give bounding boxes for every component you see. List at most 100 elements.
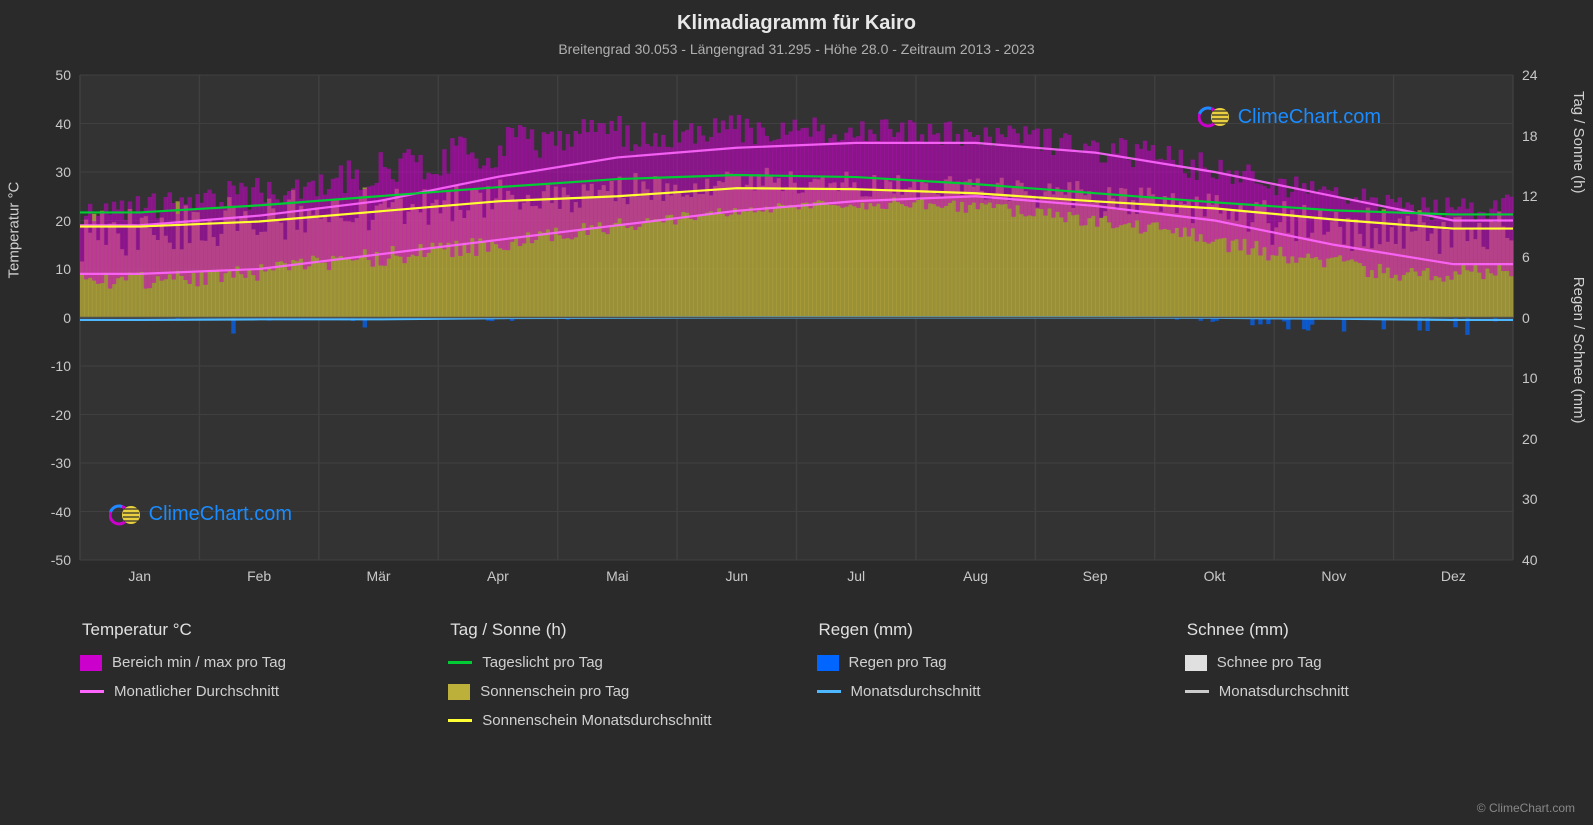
temp-range-bar (375, 183, 379, 252)
temp-range-bar (717, 133, 721, 208)
temp-range-bar (669, 147, 673, 215)
temp-range-bar (709, 137, 713, 211)
sunshine-bar (928, 193, 932, 318)
temp-range-bar (689, 123, 693, 219)
temp-range-bar (864, 141, 868, 210)
y-tick-right-hours: 18 (1522, 128, 1538, 144)
legend-item: Monatsdurchschnitt (817, 683, 1145, 700)
temp-range-bar (1015, 133, 1019, 205)
temp-range-bar (398, 159, 402, 257)
y-tick-left: -50 (51, 552, 71, 568)
temp-range-bar (733, 129, 737, 208)
temp-range-bar (92, 221, 96, 281)
temp-range-bar (1171, 160, 1175, 233)
legend-line-swatch (448, 661, 472, 664)
temp-range-bar (797, 131, 801, 210)
temp-range-bar (749, 128, 753, 208)
temp-range-bar (1238, 182, 1242, 250)
temp-range-bar (629, 151, 633, 226)
temp-range-bar (343, 193, 347, 258)
temp-range-bar (582, 119, 586, 223)
temp-range-bar (1127, 160, 1131, 223)
temp-range-bar (116, 210, 120, 279)
y-tick-left: 50 (55, 67, 71, 83)
y-tick-right-mm: 40 (1522, 552, 1538, 568)
temp-range-bar (1039, 151, 1043, 209)
sunshine-bar (1099, 218, 1103, 318)
y-tick-right-mm: 30 (1522, 491, 1538, 507)
temp-range-bar (1378, 211, 1382, 264)
temp-range-bar (450, 138, 454, 257)
temp-range-bar (1505, 195, 1509, 271)
watermark: ClimeChart.com (109, 502, 292, 528)
temp-range-bar (793, 120, 797, 207)
legend-col-rain: Regen (mm) Regen pro TagMonatsdurchschni… (817, 620, 1145, 729)
temp-range-bar (590, 120, 594, 225)
temp-range-bar (1083, 144, 1087, 226)
temp-range-bar (442, 149, 446, 249)
temp-range-bar (1262, 186, 1266, 247)
chart-area: ClimeChart.comClimeChart.com -50-40-30-2… (80, 65, 1513, 590)
legend-item: Monatlicher Durchschnitt (80, 683, 408, 700)
watermark: ClimeChart.com (1198, 104, 1381, 130)
temp-range-bar (235, 194, 239, 266)
temp-range-bar (271, 194, 275, 270)
temp-range-bar (1087, 146, 1091, 218)
temp-range-bar (335, 178, 339, 258)
temp-range-bar (251, 187, 255, 275)
temp-range-bar (1135, 144, 1139, 220)
legend-item: Schnee pro Tag (1185, 654, 1513, 671)
temp-range-bar (446, 174, 450, 243)
temp-range-bar (1167, 146, 1171, 230)
temp-range-bar (1179, 150, 1183, 237)
sunshine-bar (848, 187, 852, 317)
temp-range-bar (1298, 190, 1302, 257)
temp-range-bar (546, 134, 550, 229)
temp-range-bar (1433, 200, 1437, 276)
x-tick-month: Mai (606, 568, 629, 584)
temp-range-bar (789, 131, 793, 205)
temp-range-bar (494, 167, 498, 244)
temp-range-bar (729, 115, 733, 214)
temp-range-bar (259, 193, 263, 265)
temp-range-bar (697, 126, 701, 215)
sunshine-bar (904, 189, 908, 318)
temp-range-bar (832, 134, 836, 204)
temp-range-bar (932, 135, 936, 205)
chart-subtitle: Breitengrad 30.053 - Längengrad 31.295 -… (0, 35, 1593, 57)
temp-range-bar (824, 143, 828, 203)
temp-range-bar (1322, 186, 1326, 267)
y-tick-right-hours: 24 (1522, 67, 1538, 83)
temp-range-bar (868, 130, 872, 204)
temp-range-bar (1354, 197, 1358, 261)
temp-range-bar (617, 116, 621, 218)
temp-range-bar (725, 129, 729, 216)
temp-range-bar (100, 213, 104, 283)
sunshine-bar (1035, 208, 1039, 318)
temp-range-bar (1302, 183, 1306, 258)
temp-range-bar (621, 147, 625, 226)
temp-range-bar (888, 129, 892, 203)
temp-range-bar (387, 169, 391, 259)
sunshine-bar (952, 183, 956, 318)
temp-range-bar (510, 128, 514, 242)
temp-range-bar (1226, 170, 1230, 252)
temp-range-bar (1159, 159, 1163, 230)
sunshine-bar (900, 195, 904, 318)
sunshine-bar (797, 193, 801, 317)
temp-range-bar (625, 125, 629, 228)
temp-range-bar (597, 123, 601, 222)
temp-range-bar (319, 175, 323, 263)
temp-range-bar (315, 196, 319, 258)
temp-range-bar (653, 133, 657, 219)
legend-line-swatch (1185, 690, 1209, 693)
temp-range-bar (124, 220, 128, 281)
sunshine-bar (984, 199, 988, 317)
temp-range-bar (152, 193, 156, 282)
temp-range-bar (586, 132, 590, 235)
y-tick-right-hours: 12 (1522, 188, 1538, 204)
sunshine-bar (681, 197, 685, 318)
temp-range-bar (1047, 129, 1051, 209)
sunshine-bar (781, 191, 785, 317)
temp-range-bar (88, 204, 92, 278)
